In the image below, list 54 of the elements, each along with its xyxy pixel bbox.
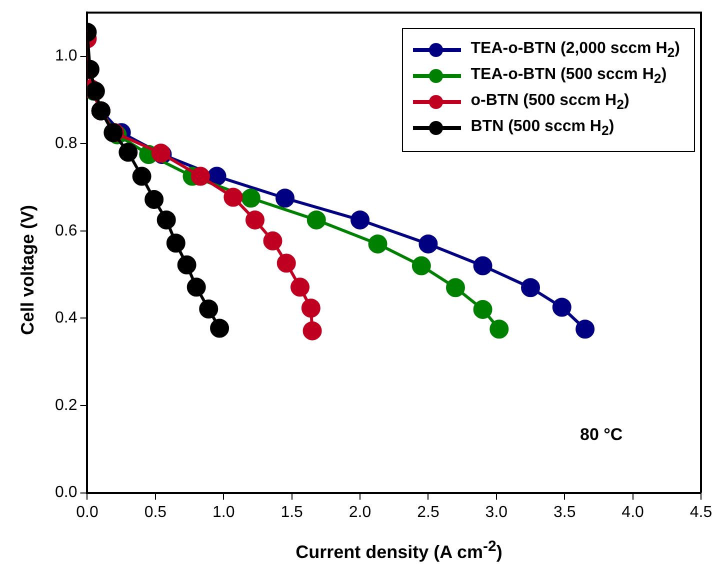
point (473, 300, 492, 319)
point (473, 256, 492, 276)
point (263, 231, 282, 250)
x-tick-label: 0.5 (144, 504, 167, 521)
annotation: 80 °C (580, 425, 623, 445)
point (521, 278, 540, 298)
point (276, 188, 295, 208)
point (418, 234, 438, 254)
point (412, 256, 431, 276)
point (210, 318, 230, 338)
point (132, 166, 152, 186)
y-tick-label: 0.6 (54, 222, 78, 240)
point (224, 188, 243, 207)
x-tick-label: 4.5 (690, 504, 712, 521)
point (446, 278, 465, 298)
point (368, 234, 388, 254)
legend-label: BTN (500 sccm H$_{2}$) (470, 118, 614, 138)
point (166, 234, 186, 253)
point (290, 278, 310, 297)
x-tick-label: 3.0 (485, 504, 508, 521)
x-tick-label: 2.5 (417, 504, 440, 521)
point (186, 278, 206, 297)
point (156, 210, 176, 230)
point (144, 190, 164, 209)
point (301, 298, 320, 318)
y-axis-title: Cell voltage (V) (18, 204, 38, 336)
x-axis-title: Current density (A cm$^{-2}$) (294, 538, 504, 563)
point (246, 210, 265, 230)
x-tick-label: 1.0 (212, 504, 235, 521)
x-tick-label: 0.0 (76, 504, 98, 521)
point (177, 255, 196, 274)
x-tick-label: 1.5 (280, 504, 304, 521)
point (350, 210, 370, 230)
legend-label: TEA-o-BTN (500 sccm H$_{2}$) (470, 66, 667, 86)
point (306, 210, 326, 230)
legend-label: o-BTN (500 sccm H$_{2}$) (470, 92, 630, 112)
point (241, 188, 260, 208)
x-tick-label: 2.0 (348, 504, 372, 521)
point (118, 142, 138, 162)
point (190, 166, 210, 186)
y-tick-label: 0.2 (54, 396, 78, 414)
y-tick-label: 1.0 (54, 48, 78, 65)
point (576, 320, 595, 339)
y-tick-label: 0.0 (54, 484, 78, 502)
point (302, 321, 322, 340)
y-tick-label: 0.4 (54, 310, 78, 327)
x-tick-label: 3.5 (553, 504, 576, 521)
y-tick-label: 0.8 (54, 134, 78, 152)
point (276, 254, 296, 273)
point (490, 320, 509, 339)
legend-label: TEA-o-BTN (2,000 sccm H$_{2}$) (470, 40, 680, 60)
point (552, 298, 572, 317)
point (199, 300, 218, 319)
x-tick-label: 4.0 (622, 504, 644, 521)
